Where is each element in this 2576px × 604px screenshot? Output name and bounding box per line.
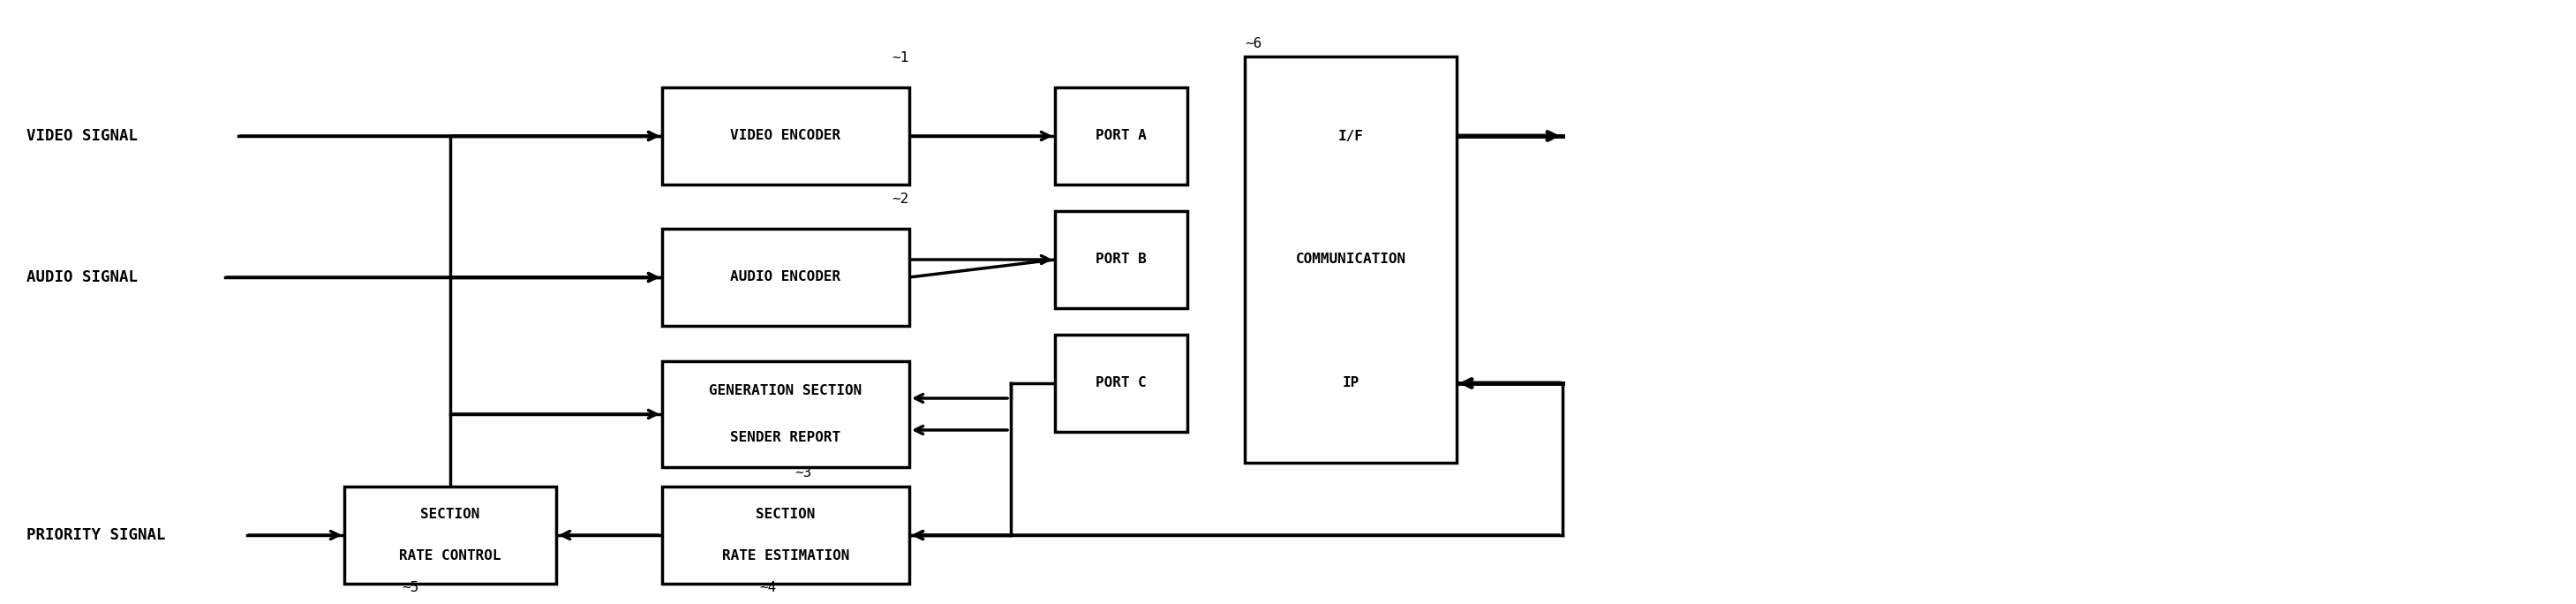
Text: PORT A: PORT A [1095, 129, 1146, 143]
Text: VIDEO SIGNAL: VIDEO SIGNAL [26, 128, 137, 144]
Text: ∼3: ∼3 [793, 467, 811, 480]
Text: PORT C: PORT C [1095, 377, 1146, 390]
Text: SENDER REPORT: SENDER REPORT [732, 431, 840, 444]
Text: PORT B: PORT B [1095, 253, 1146, 266]
Bar [1244, 57, 1455, 463]
Text: ∼5: ∼5 [402, 582, 420, 595]
Text: IP: IP [1342, 376, 1360, 390]
Text: ∼1: ∼1 [891, 52, 909, 65]
Text: AUDIO ENCODER: AUDIO ENCODER [732, 271, 840, 284]
Text: SECTION: SECTION [755, 507, 817, 521]
Text: RATE ESTIMATION: RATE ESTIMATION [721, 550, 850, 563]
Bar [662, 88, 909, 185]
Bar [662, 487, 909, 583]
Text: ∼2: ∼2 [891, 193, 909, 206]
Bar [662, 361, 909, 467]
Text: ∼4: ∼4 [760, 582, 775, 595]
Bar [1056, 88, 1188, 185]
Bar [345, 487, 556, 583]
Text: SECTION: SECTION [420, 507, 479, 521]
Text: VIDEO ENCODER: VIDEO ENCODER [732, 129, 840, 143]
Bar [662, 229, 909, 326]
Text: PRIORITY SIGNAL: PRIORITY SIGNAL [26, 527, 165, 543]
Bar [1056, 211, 1188, 308]
Text: ∼6: ∼6 [1244, 37, 1262, 50]
Bar [1056, 335, 1188, 432]
Text: I/F: I/F [1337, 130, 1363, 143]
Text: RATE CONTROL: RATE CONTROL [399, 550, 502, 563]
Text: GENERATION SECTION: GENERATION SECTION [708, 385, 863, 397]
Text: AUDIO SIGNAL: AUDIO SIGNAL [26, 269, 137, 285]
Text: COMMUNICATION: COMMUNICATION [1296, 253, 1406, 266]
